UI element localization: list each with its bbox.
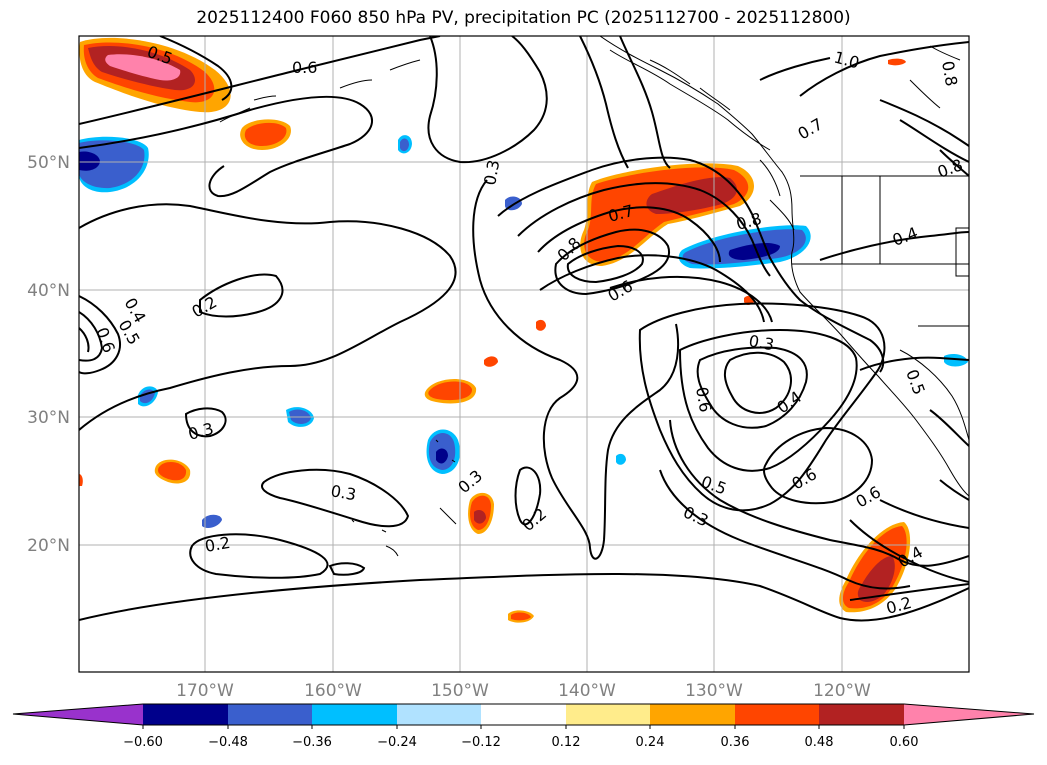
colorbar-segment (735, 704, 820, 725)
contour-label: 0.6 (789, 464, 821, 493)
colorbar-tick: 0.24 (636, 735, 665, 750)
lon-tick: 160°W (304, 681, 362, 701)
lat-tick: 20°N (27, 536, 70, 556)
coastlines (219, 36, 969, 557)
colorbar-segment (650, 704, 735, 725)
contour-label: 0.8 (553, 233, 584, 264)
colorbar-extend-min (13, 704, 143, 725)
contour-label: 0.3 (186, 419, 216, 444)
contour-labels: 0.5 0.6 1.0 0.8 0.7 0.3 0.7 0.8 0.8 0.6 … (92, 42, 965, 618)
map-frame (78, 35, 970, 673)
lon-axis: 170°W 160°W 150°W 140°W 130°W 120°W (176, 681, 871, 701)
colorbar-tick: −0.12 (461, 735, 501, 750)
colorbar-tick: 0.36 (721, 735, 750, 750)
colorbar: −0.60 −0.48 −0.36 −0.24 −0.12 0.12 0.24 … (12, 703, 1035, 750)
colorbar-segment (481, 704, 566, 725)
colorbar-segment (228, 704, 313, 725)
contour-label: 0.4 (773, 387, 805, 417)
colorbar-segment (819, 704, 904, 725)
contour-label: 0.8 (935, 155, 965, 182)
colorbar-tick: 0.60 (890, 735, 919, 750)
colorbar-tick: −0.60 (123, 735, 163, 750)
lat-tick: 50°N (27, 153, 70, 173)
colorbar-tick: 0.12 (552, 735, 581, 750)
lat-axis: 50°N 40°N 30°N 20°N (27, 153, 70, 556)
colorbar-segment (397, 704, 482, 725)
lon-tick: 140°W (558, 681, 616, 701)
graticule (79, 36, 969, 672)
colorbar-tick: −0.24 (377, 735, 417, 750)
colorbar-tick: 0.48 (805, 735, 834, 750)
contour-label: 0.2 (203, 533, 231, 556)
contour-label: 0.6 (292, 58, 317, 77)
contour-label: 0.5 (902, 367, 929, 397)
lon-tick: 150°W (431, 681, 489, 701)
contour-label: 0.3 (747, 331, 775, 354)
contour-label: 0.3 (454, 466, 486, 497)
lat-tick: 30°N (27, 408, 70, 428)
colorbar-tick: −0.36 (292, 735, 332, 750)
lon-tick: 170°W (176, 681, 234, 701)
colorbar-extend-max (904, 704, 1034, 725)
contour-label: 0.2 (518, 504, 550, 535)
contour-label: 0.8 (938, 59, 961, 87)
colorbar-segment (312, 704, 397, 725)
lat-tick: 40°N (27, 281, 70, 301)
contour-label: 0.6 (853, 482, 885, 511)
precip-shading (79, 37, 968, 623)
pv-contours (79, 36, 969, 622)
contour-label: 0.3 (480, 158, 503, 186)
contour-label: 0.6 (692, 385, 715, 413)
contour-label: 0.2 (189, 292, 221, 321)
contour-label: 1.0 (832, 48, 862, 73)
contour-label: 0.4 (890, 223, 920, 250)
colorbar-tick: −0.48 (208, 735, 248, 750)
lon-tick: 120°W (813, 681, 871, 701)
lon-tick: 130°W (685, 681, 743, 701)
map-title: 2025112400 F060 850 hPa PV, precipitatio… (196, 8, 851, 28)
contour-label: 0.7 (795, 114, 827, 143)
contour-label: 0.3 (329, 481, 357, 504)
colorbar-segment (143, 704, 228, 725)
colorbar-segment (566, 704, 651, 725)
